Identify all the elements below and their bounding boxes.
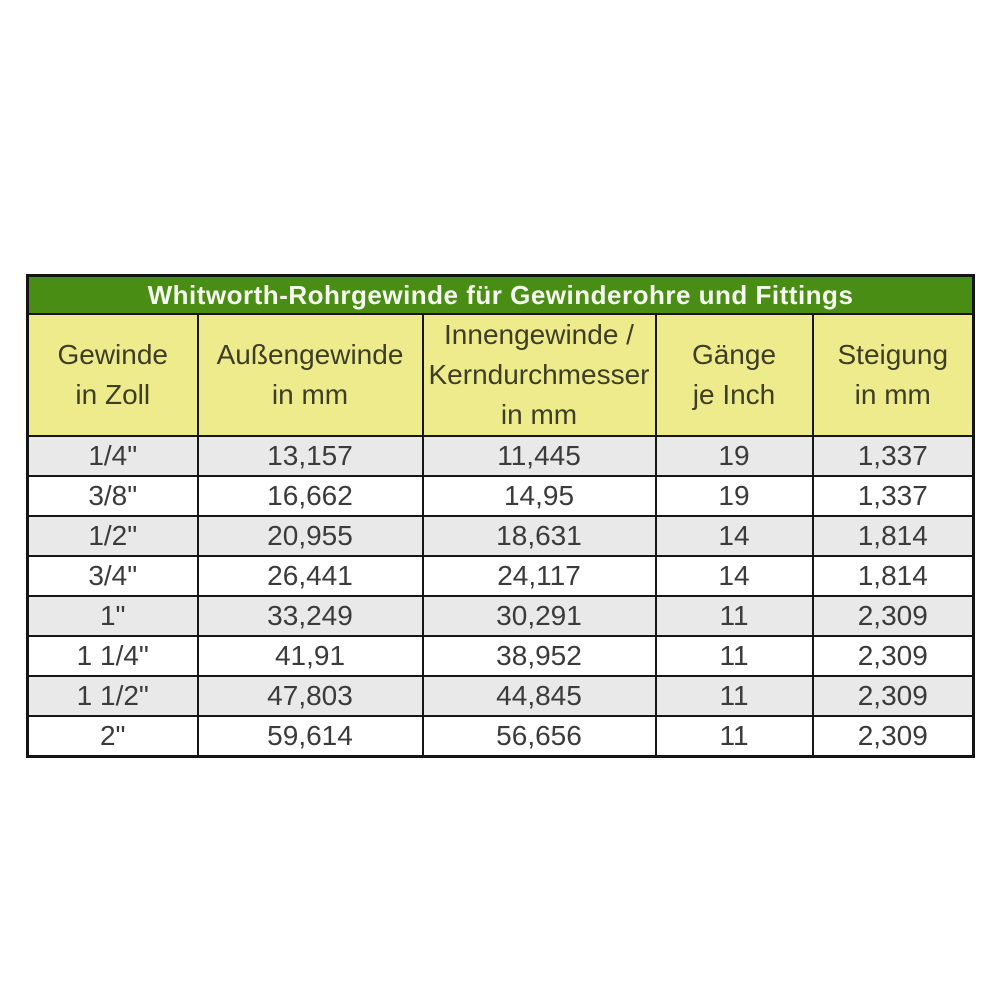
cell-innengewinde: 11,445 [421, 435, 657, 477]
table-title: Whitworth-Rohrgewinde für Gewinderohre u… [26, 274, 975, 315]
cell-gaenge: 14 [654, 555, 814, 597]
cell-gaenge: 11 [654, 715, 814, 758]
cell-steigung: 2,309 [811, 595, 975, 637]
cell-gewinde: 1 1/2" [26, 675, 199, 717]
cell-innengewinde: 38,952 [421, 635, 657, 677]
cell-innengewinde: 56,656 [421, 715, 657, 758]
table-row: 1" 33,249 30,291 11 2,309 [26, 595, 975, 637]
cell-gaenge: 11 [654, 635, 814, 677]
cell-steigung: 1,814 [811, 555, 975, 597]
column-header-aussengewinde: Außengewinde in mm [196, 313, 424, 437]
cell-gaenge: 11 [654, 675, 814, 717]
column-header-gaenge: Gänge je Inch [654, 313, 814, 437]
table-row: 1 1/4" 41,91 38,952 11 2,309 [26, 635, 975, 677]
cell-gewinde: 2" [26, 715, 199, 758]
cell-gaenge: 19 [654, 475, 814, 517]
cell-steigung: 1,337 [811, 435, 975, 477]
cell-gaenge: 11 [654, 595, 814, 637]
cell-aussengewinde: 13,157 [196, 435, 424, 477]
table-row: 1/4" 13,157 11,445 19 1,337 [26, 435, 975, 477]
cell-gewinde: 3/4" [26, 555, 199, 597]
cell-innengewinde: 44,845 [421, 675, 657, 717]
cell-steigung: 2,309 [811, 635, 975, 677]
cell-innengewinde: 30,291 [421, 595, 657, 637]
table-row: 1/2" 20,955 18,631 14 1,814 [26, 515, 975, 557]
table-row: 2" 59,614 56,656 11 2,309 [26, 715, 975, 758]
cell-aussengewinde: 16,662 [196, 475, 424, 517]
cell-innengewinde: 14,95 [421, 475, 657, 517]
cell-innengewinde: 18,631 [421, 515, 657, 557]
cell-gewinde: 1 1/4" [26, 635, 199, 677]
table-header-row: Gewinde in Zoll Außengewinde in mm Innen… [26, 313, 975, 437]
cell-aussengewinde: 20,955 [196, 515, 424, 557]
table-row: 3/4" 26,441 24,117 14 1,814 [26, 555, 975, 597]
cell-gewinde: 1" [26, 595, 199, 637]
cell-steigung: 2,309 [811, 715, 975, 758]
cell-aussengewinde: 33,249 [196, 595, 424, 637]
cell-innengewinde: 24,117 [421, 555, 657, 597]
cell-gewinde: 1/4" [26, 435, 199, 477]
cell-steigung: 1,814 [811, 515, 975, 557]
cell-gewinde: 3/8" [26, 475, 199, 517]
column-header-steigung: Steigung in mm [811, 313, 975, 437]
table-title-row: Whitworth-Rohrgewinde für Gewinderohre u… [26, 274, 975, 315]
cell-gewinde: 1/2" [26, 515, 199, 557]
cell-steigung: 2,309 [811, 675, 975, 717]
cell-aussengewinde: 59,614 [196, 715, 424, 758]
cell-aussengewinde: 26,441 [196, 555, 424, 597]
table-row: 1 1/2" 47,803 44,845 11 2,309 [26, 675, 975, 717]
column-header-innengewinde: Innengewinde / Kerndurchmesser in mm [421, 313, 657, 437]
column-header-gewinde: Gewinde in Zoll [26, 313, 199, 437]
cell-steigung: 1,337 [811, 475, 975, 517]
cell-aussengewinde: 47,803 [196, 675, 424, 717]
cell-aussengewinde: 41,91 [196, 635, 424, 677]
thread-spec-table: Whitworth-Rohrgewinde für Gewinderohre u… [26, 274, 976, 758]
cell-gaenge: 19 [654, 435, 814, 477]
table-row: 3/8" 16,662 14,95 19 1,337 [26, 475, 975, 517]
cell-gaenge: 14 [654, 515, 814, 557]
